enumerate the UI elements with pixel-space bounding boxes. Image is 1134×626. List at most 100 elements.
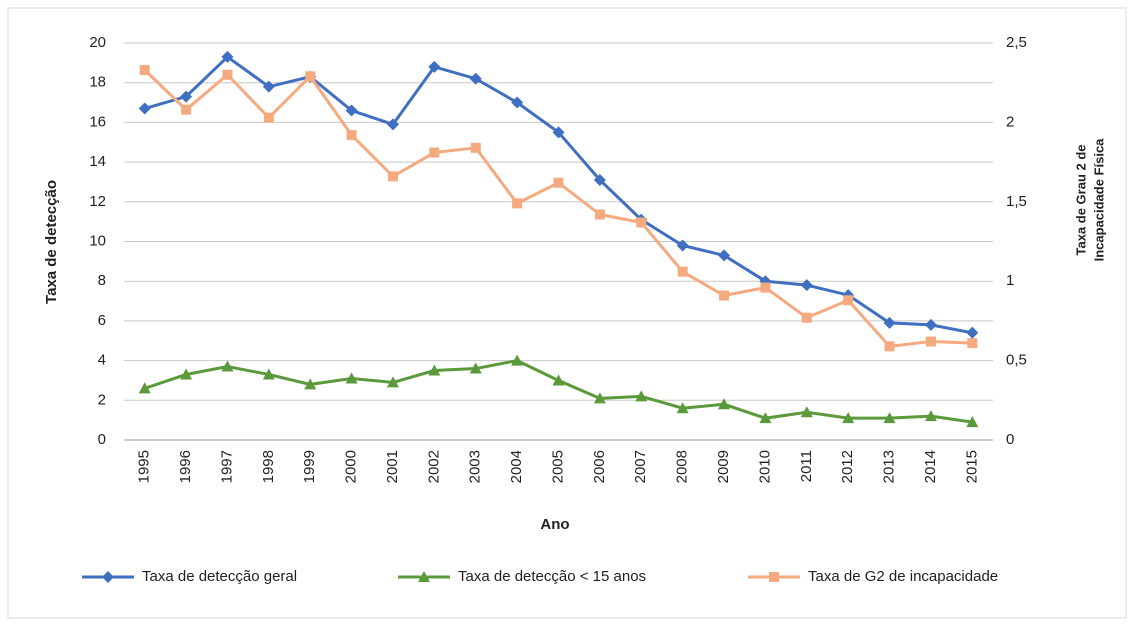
x-tick-label: 2001 (384, 450, 401, 483)
marker (801, 312, 812, 323)
marker (221, 50, 234, 63)
marker (428, 60, 441, 73)
marker (180, 368, 193, 380)
x-tick-label: 2004 (508, 450, 525, 483)
y-tick-label: 6 (98, 312, 106, 329)
marker (263, 112, 274, 123)
marker (883, 412, 896, 424)
marker (511, 354, 524, 366)
x-tick-label: 2012 (839, 450, 856, 483)
marker (924, 318, 937, 331)
marker (718, 398, 731, 410)
marker (635, 390, 648, 402)
marker (552, 126, 565, 139)
marker (345, 372, 358, 384)
marker (594, 209, 605, 220)
marker (345, 104, 358, 117)
marker (386, 376, 399, 388)
marker (429, 147, 440, 158)
marker (386, 118, 399, 131)
marker (676, 239, 689, 252)
x-tick-label: 2000 (343, 450, 360, 483)
marker (676, 402, 689, 414)
y2-tick-label: 2 (1006, 113, 1014, 130)
y-tick-label: 18 (89, 74, 106, 91)
x-tick-label: 1999 (301, 450, 318, 483)
marker (428, 364, 441, 376)
marker (925, 336, 936, 347)
marker (469, 362, 482, 374)
y2-tick-label: 0,5 (1006, 352, 1027, 369)
chart-frame (7, 7, 1127, 619)
y-tick-label: 12 (89, 193, 106, 210)
marker (304, 378, 317, 390)
legend-label: Taxa de detecção geral (142, 568, 297, 585)
x-tick-label: 1998 (260, 450, 277, 483)
y2-tick-label: 2,5 (1006, 34, 1027, 51)
y2-tick-label: 0 (1006, 431, 1014, 448)
x-tick-label: 2009 (715, 450, 732, 483)
marker (470, 142, 481, 153)
marker (138, 102, 151, 115)
y2-tick-label: 1,5 (1006, 193, 1027, 210)
marker (469, 72, 482, 85)
x-tick-label: 2005 (549, 450, 566, 483)
marker (883, 316, 896, 329)
x-tick-label: 1997 (218, 450, 235, 483)
marker (760, 282, 771, 293)
marker (800, 406, 813, 418)
marker (967, 338, 978, 349)
marker (593, 392, 606, 404)
x-tick-label: 1996 (177, 450, 194, 483)
marker (553, 177, 564, 188)
marker (511, 96, 524, 109)
marker (552, 374, 565, 386)
marker (512, 198, 523, 209)
x-tick-label: 1995 (136, 450, 153, 483)
marker (387, 171, 398, 182)
y-tick-label: 4 (98, 352, 106, 369)
y-axis-label: Taxa de detecção (43, 180, 60, 304)
marker (719, 290, 730, 301)
x-tick-label: 2002 (425, 450, 442, 483)
marker (221, 360, 234, 372)
marker (842, 412, 855, 424)
marker (138, 382, 151, 394)
marker (180, 90, 193, 103)
y-tick-label: 20 (89, 34, 106, 51)
y2-tick-label: 1 (1006, 272, 1014, 289)
marker (181, 104, 192, 115)
x-tick-label: 2014 (922, 450, 939, 483)
marker (102, 571, 114, 583)
x-tick-label: 2008 (674, 450, 691, 483)
y-tick-label: 14 (89, 153, 106, 170)
marker (305, 71, 316, 82)
marker (139, 64, 150, 75)
marker (924, 410, 937, 422)
marker (800, 279, 813, 292)
y-tick-label: 8 (98, 272, 106, 289)
x-tick-label: 2015 (963, 450, 980, 483)
y-tick-label: 16 (89, 113, 106, 130)
x-axis-label: Ano (540, 516, 569, 533)
marker (677, 266, 688, 277)
y2-axis-label: Incapacidade Física (1091, 138, 1106, 262)
x-tick-label: 2007 (632, 450, 649, 483)
y-tick-label: 0 (98, 431, 106, 448)
x-tick-label: 2006 (591, 450, 608, 483)
legend-label: Taxa de G2 de incapacidade (808, 568, 998, 585)
x-tick-label: 2003 (467, 450, 484, 483)
marker (769, 572, 779, 582)
marker (966, 326, 979, 339)
marker (222, 69, 233, 80)
legend-label: Taxa de detecção < 15 anos (458, 568, 646, 585)
marker (262, 368, 275, 380)
marker (346, 130, 357, 141)
y2-axis-label: Taxa de Grau 2 de (1073, 144, 1088, 255)
marker (759, 412, 772, 424)
marker (636, 217, 647, 228)
marker (718, 249, 731, 262)
y-tick-label: 2 (98, 391, 106, 408)
marker (966, 416, 979, 428)
